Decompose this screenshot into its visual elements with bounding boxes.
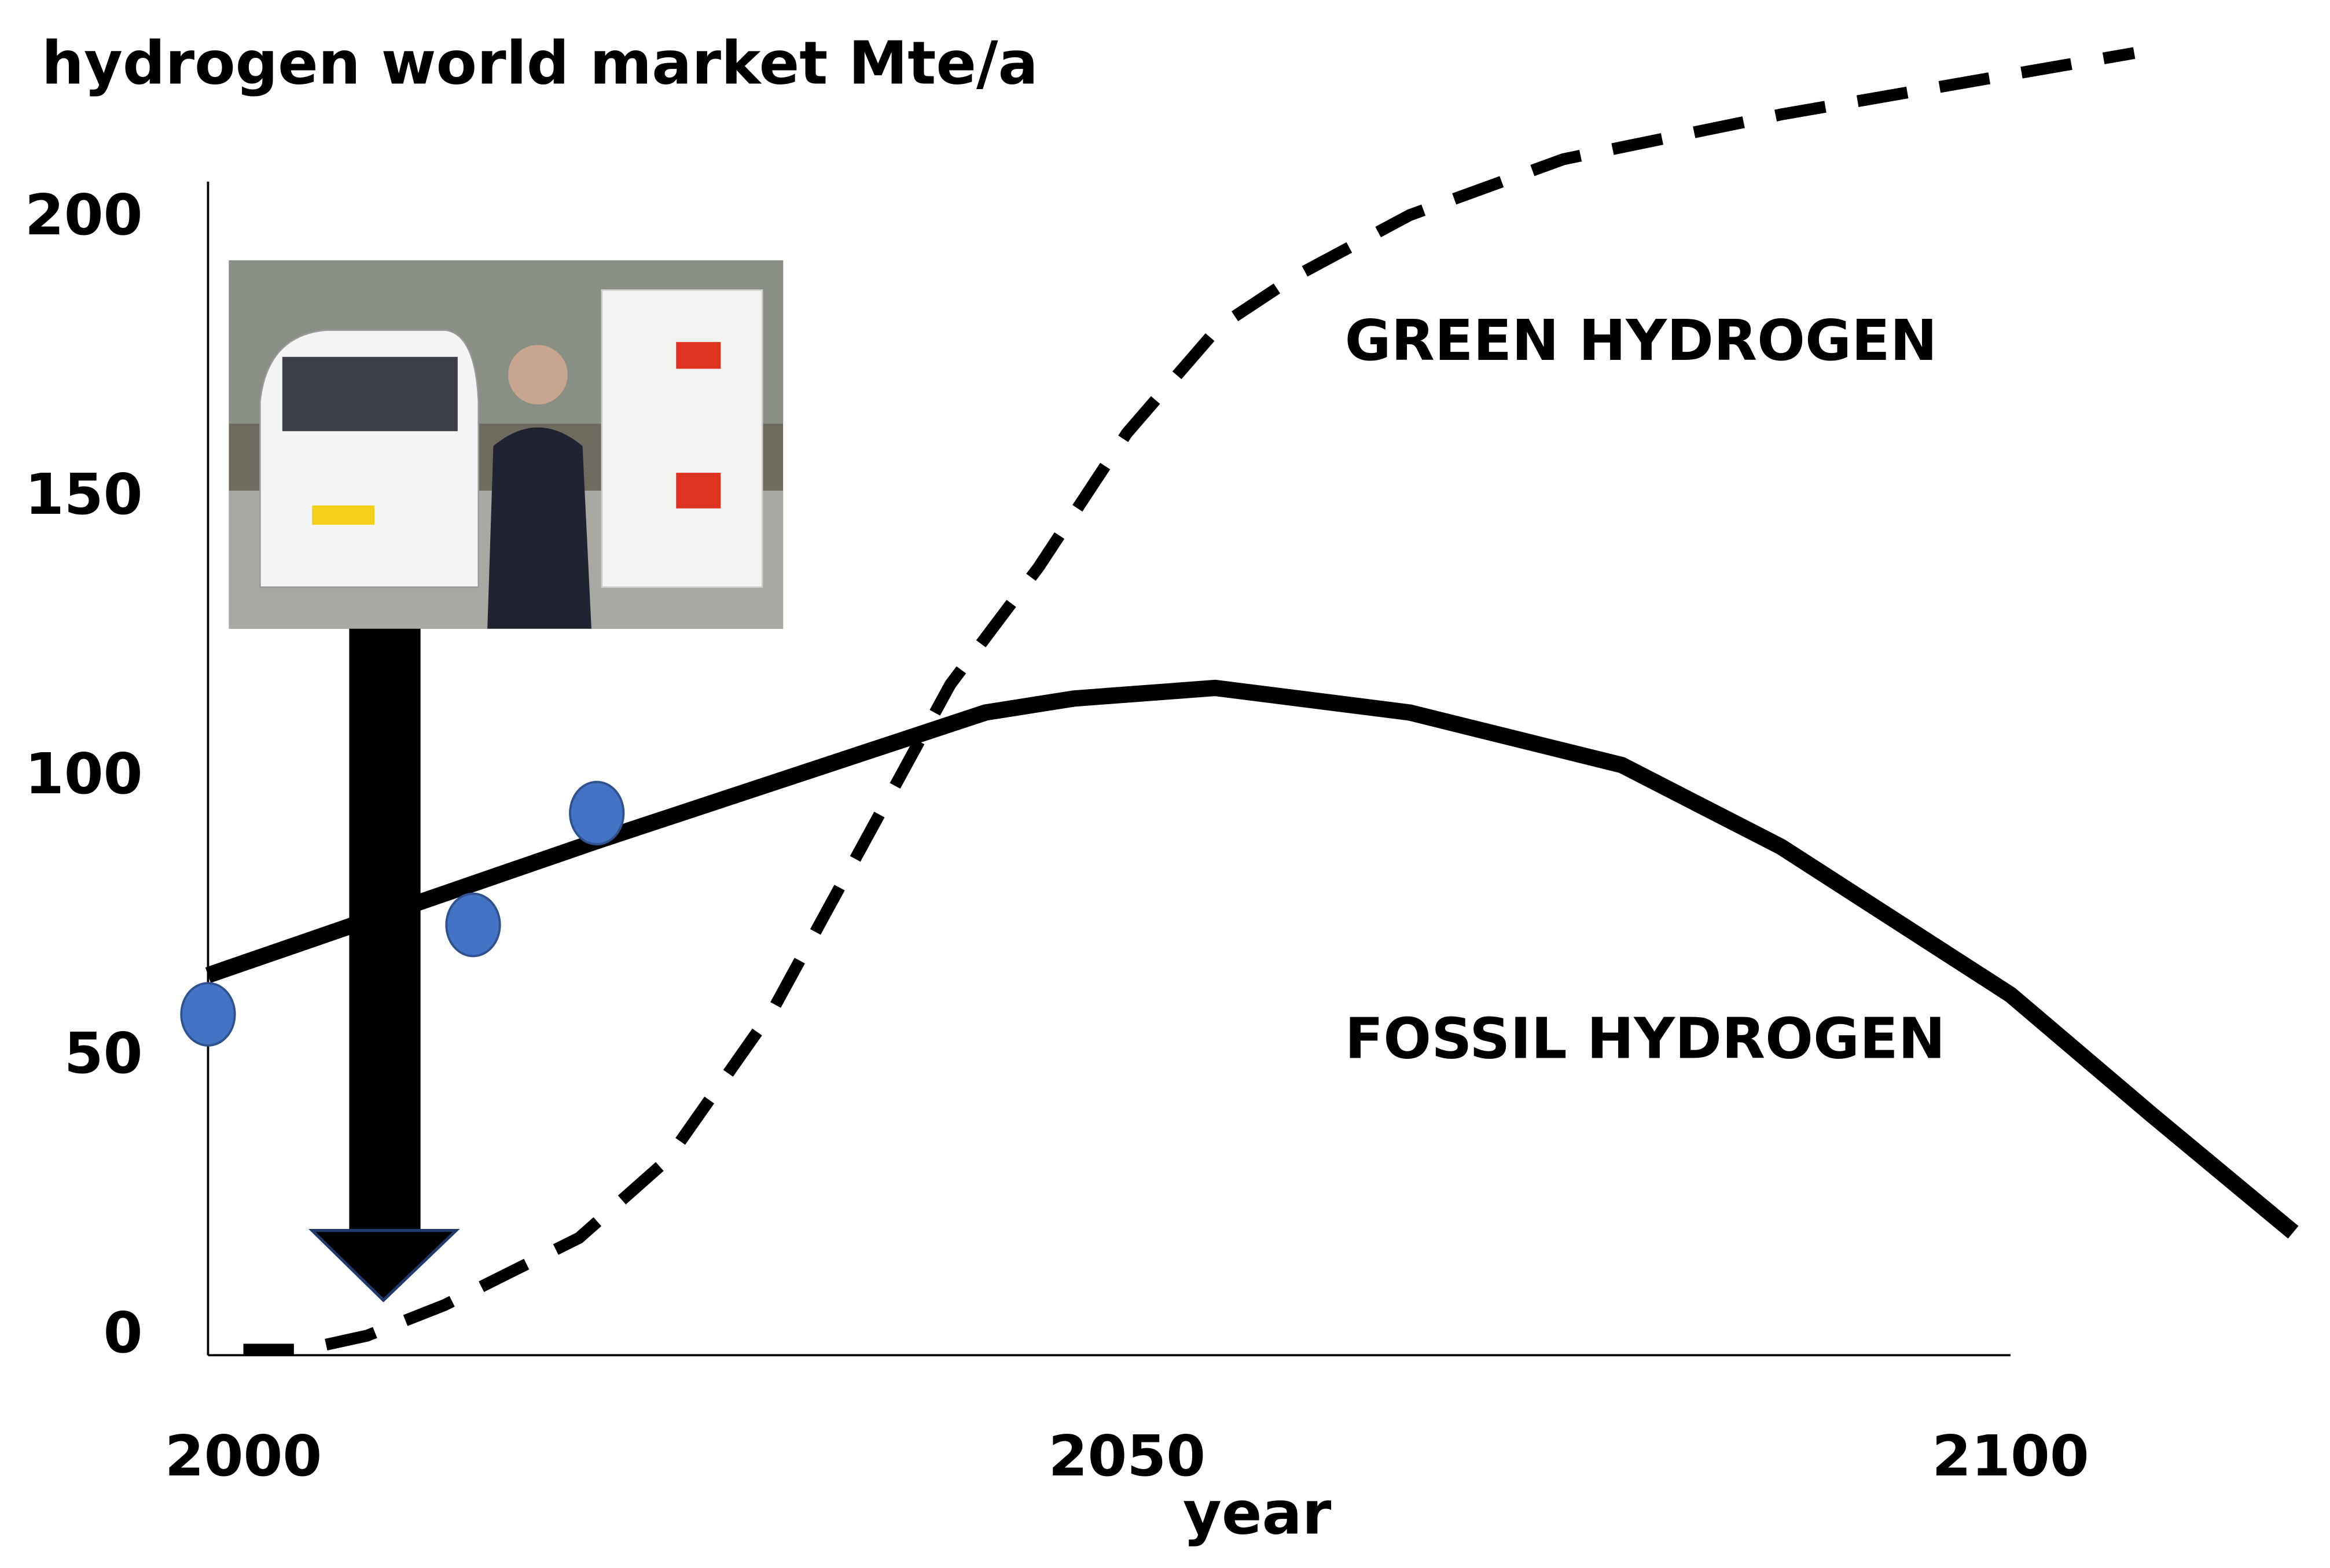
x-tick-label: 2050 — [1048, 1423, 1205, 1489]
series-label: FOSSIL HYDROGEN — [1345, 1006, 1946, 1072]
y-tick-label: 50 — [64, 1021, 143, 1087]
series-line — [205, 679, 2299, 1239]
x-axis-label: year — [1183, 1479, 1332, 1548]
y-tick-label: 100 — [25, 741, 143, 807]
chart-title: hydrogen world market Mte/a — [42, 29, 1038, 98]
y-tick-label: 200 — [25, 182, 143, 248]
data-point — [445, 892, 501, 958]
data-point — [180, 982, 236, 1047]
data-point — [569, 781, 625, 846]
y-tick-label: 0 — [104, 1300, 143, 1366]
x-tick-label: 2000 — [165, 1423, 322, 1489]
series-line — [243, 47, 2136, 1356]
y-tick-label: 150 — [25, 462, 143, 528]
x-tick-label: 2100 — [1932, 1423, 2089, 1489]
photo — [229, 260, 784, 629]
series-label: GREEN HYDROGEN — [1345, 308, 1938, 374]
